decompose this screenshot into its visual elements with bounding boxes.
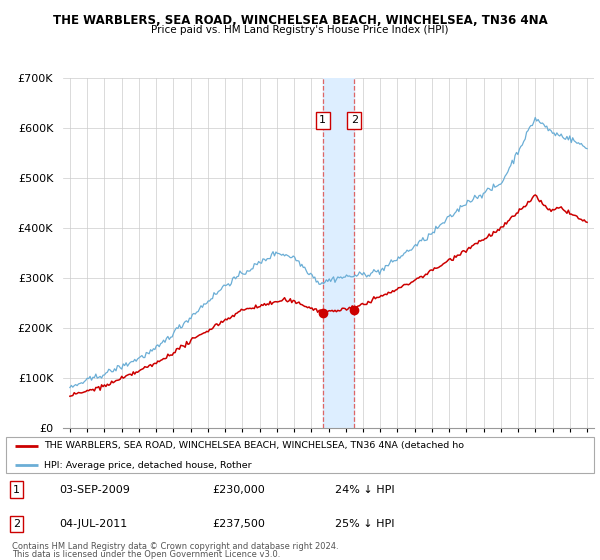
Text: 04-JUL-2011: 04-JUL-2011 [59,519,127,529]
Text: This data is licensed under the Open Government Licence v3.0.: This data is licensed under the Open Gov… [12,550,280,559]
Text: £237,500: £237,500 [212,519,265,529]
Text: 03-SEP-2009: 03-SEP-2009 [59,484,130,494]
FancyBboxPatch shape [6,437,594,473]
Text: 2: 2 [13,519,20,529]
Text: 2: 2 [351,115,358,125]
Text: Contains HM Land Registry data © Crown copyright and database right 2024.: Contains HM Land Registry data © Crown c… [12,542,338,551]
Text: Price paid vs. HM Land Registry's House Price Index (HPI): Price paid vs. HM Land Registry's House … [151,25,449,35]
Text: 1: 1 [13,484,20,494]
Text: £230,000: £230,000 [212,484,265,494]
Bar [323,78,355,428]
Text: 24% ↓ HPI: 24% ↓ HPI [335,484,395,494]
Text: THE WARBLERS, SEA ROAD, WINCHELSEA BEACH, WINCHELSEA, TN36 4NA (detached ho: THE WARBLERS, SEA ROAD, WINCHELSEA BEACH… [44,441,464,450]
Text: THE WARBLERS, SEA ROAD, WINCHELSEA BEACH, WINCHELSEA, TN36 4NA: THE WARBLERS, SEA ROAD, WINCHELSEA BEACH… [53,14,547,27]
Text: HPI: Average price, detached house, Rother: HPI: Average price, detached house, Roth… [44,461,252,470]
Text: 1: 1 [319,115,326,125]
Text: 25% ↓ HPI: 25% ↓ HPI [335,519,395,529]
